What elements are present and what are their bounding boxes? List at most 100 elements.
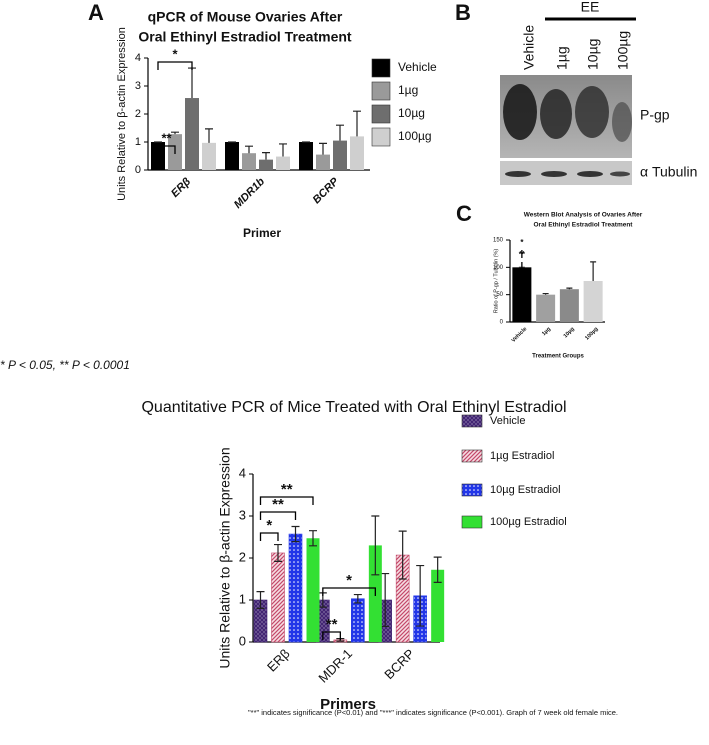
legend-swatch (371, 127, 391, 147)
x-tick-label: ERβ (169, 176, 193, 200)
chart-title: Oral Ethinyl Estradiol Treatment (534, 222, 634, 229)
panel-letter: A (88, 0, 104, 25)
bar (559, 289, 579, 322)
blot-band (575, 86, 609, 138)
x-tick-label: Vehicle (511, 326, 529, 344)
blot-band (541, 171, 567, 177)
bar (583, 281, 603, 322)
group-label: EE (581, 0, 600, 15)
significance-label: * (266, 517, 272, 534)
bar (259, 159, 273, 170)
lane-label: Vehicle (521, 25, 537, 70)
error-bar (188, 67, 196, 99)
legend-label: Vehicle (490, 415, 525, 427)
bar (202, 142, 216, 170)
blot-band (540, 89, 572, 139)
y-tick-label: 1 (239, 591, 246, 606)
error-bar (566, 287, 573, 290)
x-tick-label: BCRP (311, 175, 342, 206)
legend-swatch (461, 483, 483, 497)
chart-title: Western Blot Analysis of Ovaries After (524, 212, 643, 219)
bar (306, 538, 320, 642)
error-bar (416, 564, 425, 627)
error-bar (433, 556, 442, 583)
y-tick-label: 150 (493, 238, 504, 244)
bar (350, 136, 364, 170)
blot-band (505, 171, 531, 177)
lane-label: 100µg (615, 31, 631, 70)
legend-label: 1µg Estradiol (490, 450, 554, 462)
error-bar (353, 593, 362, 604)
legend-label: 100µg Estradiol (490, 516, 567, 528)
y-axis-label: Ratio of P-gp / Tubulin (%) (493, 249, 499, 314)
lane-label: 10µg (585, 39, 601, 70)
x-tick-label: 100µg (584, 326, 599, 341)
bar (536, 294, 556, 322)
x-axis-label: Primers (320, 696, 376, 713)
significance-label: * (172, 46, 178, 61)
legend-label: 10µg (398, 106, 425, 120)
legend-swatch (371, 104, 391, 124)
legend-swatch (461, 449, 483, 463)
error-bar (171, 131, 179, 135)
blot-band (503, 84, 537, 140)
legend-label: 100µg (398, 129, 432, 143)
x-tick-label: ERβ (264, 646, 293, 675)
blot-band (610, 171, 630, 177)
bar (271, 552, 285, 643)
chart-title: qPCR of Mouse Ovaries After (148, 9, 343, 25)
bar (151, 142, 165, 170)
y-tick-label: 3 (135, 80, 141, 92)
error-bar (205, 128, 213, 143)
y-tick-label: 0 (135, 164, 141, 176)
error-bar (353, 110, 361, 137)
legend-swatch (371, 58, 391, 78)
blot-band (612, 102, 632, 142)
error-bar (398, 530, 407, 580)
error-bar (262, 152, 270, 160)
significance-bracket (259, 511, 297, 520)
error-bar (291, 525, 300, 543)
y-tick-label: 100 (493, 265, 504, 271)
bar (316, 154, 330, 170)
error-bar (319, 142, 327, 155)
significance-bracket (157, 145, 176, 154)
error-bar (279, 143, 287, 157)
error-bar (274, 543, 282, 562)
y-tick-label: 2 (135, 108, 141, 120)
y-axis-label: Units Relative to β-actin Expression (217, 447, 233, 668)
bar (288, 533, 303, 643)
bar (333, 140, 347, 170)
significance-bracket (259, 532, 279, 541)
legend-swatch (371, 81, 391, 101)
significance-label: ** (161, 130, 172, 145)
blot-panel: B EE Vehicle 1µg 10µg 100µg P-gp α Tubul… (455, 0, 697, 185)
bar (242, 153, 256, 170)
y-tick-label: 2 (239, 549, 246, 564)
band-label: α Tubulin (640, 164, 697, 180)
y-tick-label: 4 (135, 52, 141, 64)
bar (185, 98, 199, 170)
x-tick-label: BCRP (381, 646, 417, 682)
significance-note: * P < 0.05, ** P < 0.0001 (0, 358, 130, 372)
legend-swatch (461, 414, 483, 428)
chart-title: Oral Ethinyl Estradiol Treatment (138, 29, 352, 45)
y-tick-label: 0 (239, 633, 246, 648)
error-bar (245, 145, 253, 154)
y-axis-label: Units Relative to β-actin Expression (116, 27, 128, 201)
legend-label: 1µg (398, 83, 418, 97)
bar (351, 598, 365, 643)
significance-label: ** (281, 481, 293, 498)
footnote: "**" indicates significance (P<0.01) and… (248, 708, 618, 717)
bar (431, 569, 445, 642)
bar (276, 156, 290, 170)
error-bar (542, 292, 549, 295)
significance-bracket (322, 631, 341, 640)
y-tick-label: 4 (239, 465, 246, 480)
error-bar (590, 261, 597, 281)
significance-bracket (157, 61, 193, 70)
significance-label: * (520, 238, 524, 247)
significance-bracket (259, 496, 314, 505)
x-tick-label: MDR1b (232, 175, 267, 210)
significance-bracket (322, 587, 376, 596)
